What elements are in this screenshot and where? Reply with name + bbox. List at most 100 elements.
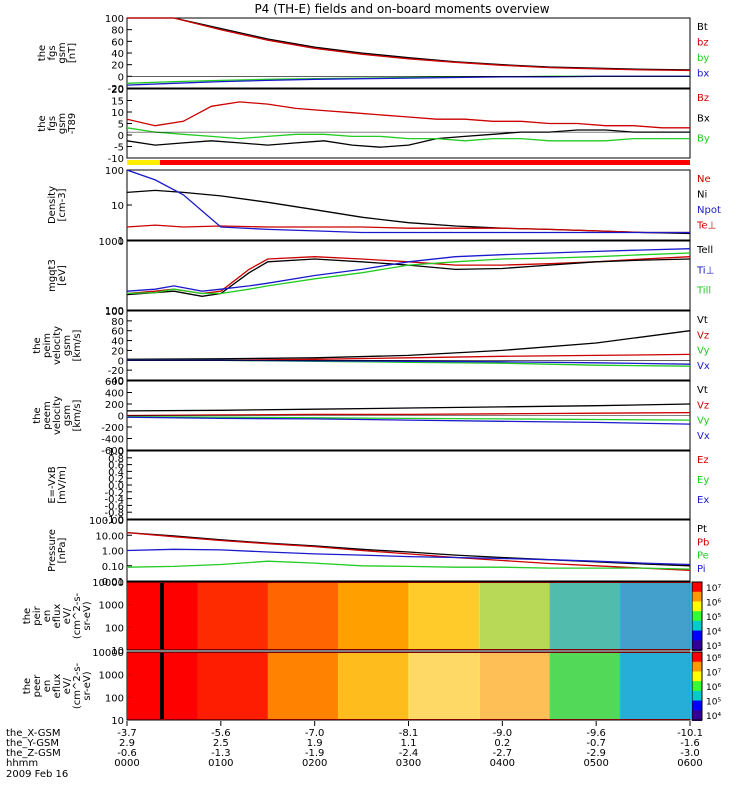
y-tick-label: -0.2 (104, 488, 124, 499)
legend-entry: Vt (697, 315, 708, 326)
y-tick-label: 1000 (99, 671, 124, 682)
y-tick-label: 0.8 (108, 454, 124, 465)
legend-entry: Vy (697, 346, 710, 357)
y-axis-label: Density (47, 186, 58, 224)
y-axis-label: the (37, 45, 48, 61)
y-tick-label: 80 (111, 26, 124, 37)
colorbar-segment (692, 582, 702, 593)
legend-entry: by (697, 53, 709, 64)
y-tick-label: 400 (105, 389, 124, 400)
legend-entry: Vx (697, 361, 710, 372)
y-tick-label: 100 (105, 693, 124, 704)
footer-value: -0.6 (117, 748, 137, 759)
colorbar-segment (692, 700, 702, 712)
y-tick-label: 1.0 (108, 447, 124, 458)
y-axis-label: mgqt3 (47, 259, 58, 292)
y-tick-label: -1.0 (104, 515, 124, 526)
colorbar-segment (692, 681, 702, 692)
series-line (126, 531, 691, 571)
y-tick-label: -0.8 (104, 508, 124, 519)
y-axis-label: fgs (47, 45, 58, 60)
y-tick-label: -20 (108, 84, 124, 95)
y-tick-label: 20 (111, 346, 124, 357)
y-tick-label: -400 (101, 435, 124, 446)
legend-entry: Ez (697, 455, 709, 466)
series-line (127, 17, 691, 71)
y-axis-label: en (42, 680, 53, 693)
footer-value: 0200 (302, 758, 327, 769)
y-axis-label: Pressure (47, 529, 58, 572)
colorbar-segment (692, 652, 702, 663)
footer-value: -3.0 (680, 748, 700, 759)
panel-frame (126, 88, 691, 159)
colorbar-segment (692, 601, 702, 613)
heatmap-band (197, 583, 269, 649)
legend-entry: Vz (697, 330, 709, 341)
colorbar-tick-label: 10⁴ (706, 628, 721, 638)
colorbar-segment (692, 671, 702, 683)
y-tick-label: 0 (118, 356, 124, 367)
figure-title: P4 (TH-E) fields and on-board moments ov… (254, 2, 549, 16)
y-tick-label: -5 (114, 143, 124, 154)
y-axis-label: [km/s] (72, 329, 83, 361)
footer-row-label: the_X-GSM (6, 728, 60, 739)
legend-entry: Bz (697, 93, 709, 104)
legend-entry: Pi (697, 564, 706, 575)
y-tick-label: 0.6 (108, 461, 124, 472)
footer-value: 2.5 (213, 738, 229, 749)
y-axis-label: E=-VxB (47, 466, 58, 503)
y-tick-label: -600 (101, 446, 124, 457)
y-tick-label: -40 (108, 376, 124, 387)
y-axis-label: gsm (57, 113, 68, 134)
y-axis-label: [eV] (57, 265, 68, 286)
heatmap-band (408, 653, 480, 719)
footer-value: 0100 (208, 758, 233, 769)
legend-entry: Vz (697, 400, 709, 411)
colorbar-tick-label: 10⁶ (706, 683, 721, 693)
mode-bar-yellow (127, 160, 160, 165)
heatmap-band (338, 653, 410, 719)
series-line (126, 403, 691, 412)
legend-entry: Bx (697, 113, 710, 124)
legend-entry: Vy (697, 416, 710, 427)
colorbar-tick-label: 10⁶ (706, 599, 721, 609)
heatmap-band (478, 653, 551, 719)
y-tick-label: 600 (105, 377, 124, 388)
mode-bar-red (160, 160, 690, 165)
y-axis-label: -T89 (67, 113, 78, 135)
footer-value: -8.1 (399, 728, 419, 739)
footer-value: -5.6 (211, 728, 231, 739)
footer-value: -1.6 (680, 738, 700, 749)
series-line (126, 415, 691, 421)
colorbar-tick-label: 10⁵ (706, 613, 721, 623)
series-line (126, 129, 690, 148)
series-line (126, 224, 690, 234)
y-axis-label: [nT] (67, 43, 78, 63)
footer-row-label: the_Z-GSM (6, 748, 61, 759)
legend-entry: Till (696, 286, 711, 297)
y-tick-label: 100.00 (89, 516, 124, 527)
y-tick-label: 0.4 (108, 467, 124, 478)
heatmap-band (267, 583, 340, 649)
y-axis-label: gsm (62, 405, 73, 426)
y-axis-label: the (37, 115, 48, 131)
y-axis-label: eV/ (62, 607, 73, 624)
panel-frame (126, 240, 691, 311)
y-tick-label: -20 (108, 366, 124, 377)
footer-value: -3.7 (117, 728, 137, 739)
y-tick-label: 0 (118, 131, 124, 142)
footer-value: -7.0 (305, 728, 325, 739)
y-tick-label: 10000 (92, 578, 124, 589)
y-tick-label: 20 (111, 85, 124, 96)
heatmap-band (549, 583, 621, 649)
y-tick-label: 100 (105, 307, 124, 318)
y-tick-label: 10 (111, 716, 124, 727)
y-tick-label: 10 (111, 646, 124, 657)
series-line (127, 17, 691, 72)
legend-entry: Te⊥ (696, 221, 716, 232)
y-tick-label: -10 (108, 154, 124, 165)
colorbar-tick-label: 10⁸ (706, 654, 721, 664)
footer-value: -1.3 (211, 748, 231, 759)
series-line (126, 169, 690, 234)
